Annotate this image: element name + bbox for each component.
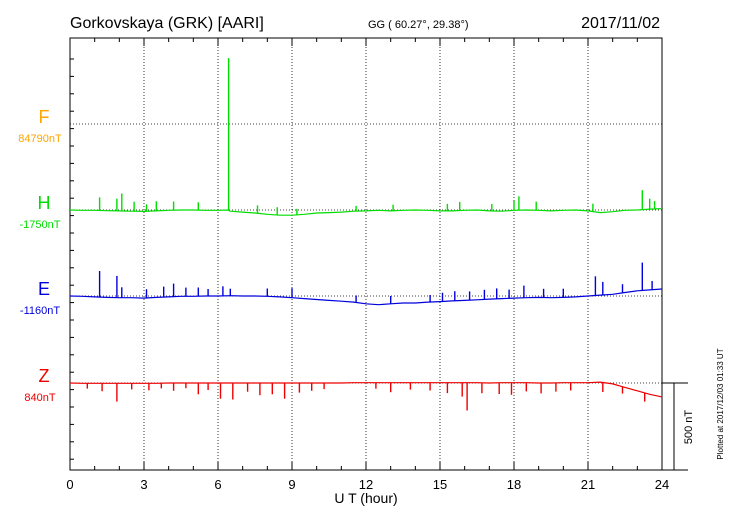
x-axis-label: U T (hour) xyxy=(334,490,397,506)
series-baseline-F: 84790nT xyxy=(18,133,62,145)
x-axis-ticks: 0 3 6 9 12 15 18 21 24 xyxy=(66,38,669,492)
series-baseline-Z: 840nT xyxy=(24,392,55,404)
series-name-F: F xyxy=(39,107,50,127)
series-name-E: E xyxy=(38,279,50,299)
station-coords: GG ( 60.27°, 29.38°) xyxy=(368,19,469,31)
scale-bar-label: 500 nT xyxy=(683,410,695,445)
series-baseline-H: -1750nT xyxy=(20,219,61,231)
trace-Z xyxy=(69,381,663,398)
x-tick-label-9: 9 xyxy=(288,477,295,492)
grid-lines xyxy=(143,38,589,470)
component-traces xyxy=(69,58,663,411)
component-baselines: F 84790nT H -1750nT E -1160nT Z 840nT xyxy=(18,107,662,404)
station-title: Gorkovskaya (GRK) [AARI] xyxy=(70,15,264,32)
plot-date: 2017/11/02 xyxy=(581,15,660,32)
y-axis-minor-ticks xyxy=(70,58,74,460)
x-tick-label-18: 18 xyxy=(507,477,521,492)
x-tick-label-21: 21 xyxy=(581,477,595,492)
x-tick-label-24: 24 xyxy=(655,477,669,492)
series-baseline-E: -1160nT xyxy=(20,305,60,317)
series-name-H: H xyxy=(38,193,51,213)
series-name-Z: Z xyxy=(39,366,50,386)
x-tick-label-0: 0 xyxy=(66,477,73,492)
x-tick-label-6: 6 xyxy=(214,477,221,492)
x-tick-label-12: 12 xyxy=(359,477,373,492)
x-tick-label-3: 3 xyxy=(140,477,147,492)
trace-H xyxy=(69,208,663,216)
x-tick-label-15: 15 xyxy=(433,477,447,492)
scale-bar: 500 nT xyxy=(662,382,695,471)
plotted-note: Plotted at 2017/12/03 01:33 UT xyxy=(716,348,725,459)
